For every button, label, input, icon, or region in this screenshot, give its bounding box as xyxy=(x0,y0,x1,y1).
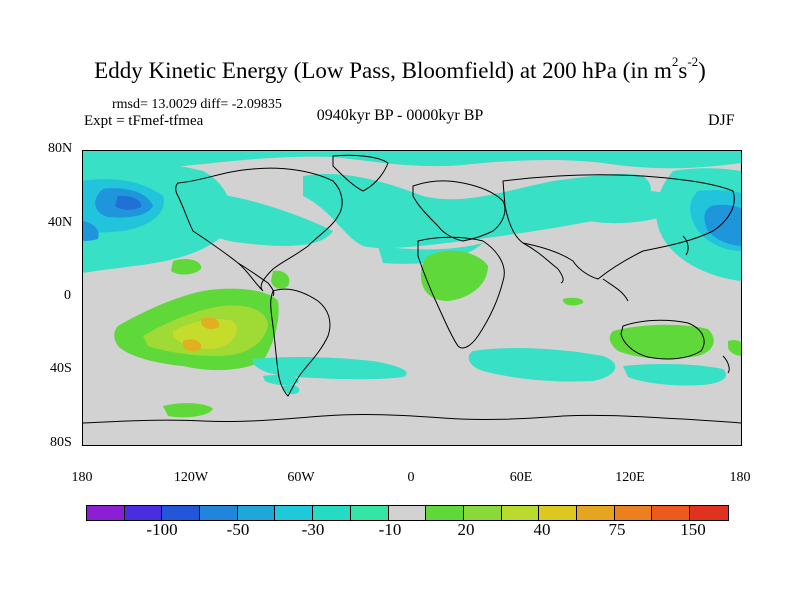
lat-label-40s: 40S xyxy=(50,361,72,376)
lat-label-80s: 80S xyxy=(50,435,72,450)
lon-label-120e: 120E xyxy=(615,470,645,485)
colorbar-label: -30 xyxy=(301,520,325,539)
africa-coast xyxy=(417,236,505,349)
nh-north-strip xyxy=(83,151,741,170)
colorbar-label: -100 xyxy=(146,520,178,539)
south-america-coast xyxy=(270,288,331,397)
colorbar-swatch xyxy=(87,506,125,520)
lon-label-120w: 120W xyxy=(173,470,209,485)
map-panel xyxy=(82,150,742,446)
nh-band-central xyxy=(183,191,333,246)
australia-coast xyxy=(620,319,705,360)
colorbar-label: 75 xyxy=(608,520,626,539)
sa-cyan-south xyxy=(252,356,407,380)
colorbar-swatch xyxy=(350,506,389,520)
coastlines xyxy=(83,154,741,424)
colorbar-swatch xyxy=(124,506,163,520)
lat-label-eq: 0 xyxy=(64,288,71,303)
contour-cyan-light-south xyxy=(252,348,727,395)
colorbar-label: -10 xyxy=(378,520,402,539)
nh-west-atlantic-tail xyxy=(378,243,483,264)
new-zealand-coast xyxy=(722,355,730,374)
lon-label-0: 0 xyxy=(407,470,415,485)
contour-blue-dark xyxy=(115,195,142,210)
colorbar-swatch xyxy=(463,506,502,520)
colorbar-label: 150 xyxy=(680,520,706,539)
colorbar-swatch xyxy=(614,506,653,520)
australia-cyan-south xyxy=(623,364,727,386)
colorbar-swatch xyxy=(313,506,351,520)
europe-coast xyxy=(412,180,506,242)
nh-blue-east xyxy=(704,204,741,246)
period-label: 0940kyr BP - 0000kyr BP xyxy=(316,107,484,124)
australia-green xyxy=(609,324,714,359)
colorbar-label: 20 xyxy=(457,520,475,539)
antarctica-coast xyxy=(83,414,741,424)
lon-label-180w: 180 xyxy=(71,470,93,485)
sa-orange-1 xyxy=(201,317,220,330)
stats-label: rmsd= 13.0029 diff= -2.09835 xyxy=(112,97,282,112)
japan-coast xyxy=(682,235,689,256)
colorbar-swatch xyxy=(652,506,690,520)
indian-green-small xyxy=(563,297,584,306)
sa-green-patch xyxy=(271,270,290,289)
lon-label-180e: 180 xyxy=(729,470,751,485)
plot-title: Eddy Kinetic Energy (Low Pass, Bloomfiel… xyxy=(94,54,706,83)
colorbar-swatch xyxy=(426,506,464,520)
colorbar-swatch xyxy=(539,506,577,520)
colorbar-swatch xyxy=(275,506,314,520)
colorbar-swatch xyxy=(690,506,728,520)
south-pacific-green xyxy=(163,403,213,418)
colorbar-label: 40 xyxy=(533,520,551,539)
north-america-coast xyxy=(175,167,343,292)
contour-orange xyxy=(183,317,220,352)
nh-blue-edge-west xyxy=(83,221,99,241)
indian-cyan-south xyxy=(468,348,616,382)
colorbar-swatch xyxy=(237,506,276,520)
colorbar-swatch xyxy=(388,506,427,520)
nh-mid-pacific-strip xyxy=(553,188,679,224)
arabia-india-coast xyxy=(522,242,564,284)
nh-darkblue-west xyxy=(115,195,142,210)
lat-label-40n: 40N xyxy=(48,215,73,230)
pacific-green-small xyxy=(171,258,202,275)
colorbar-swatch xyxy=(200,506,238,520)
central-america-coast xyxy=(237,262,275,297)
colorbar-swatch xyxy=(576,506,615,520)
greenland-coast xyxy=(332,154,389,192)
sa-orange-2 xyxy=(183,339,202,352)
experiment-label: Expt = tFmef-tfmea xyxy=(84,113,204,129)
season-label: DJF xyxy=(708,112,735,129)
colorbar-label: -50 xyxy=(226,520,250,539)
asia-coast xyxy=(502,174,735,280)
africa-green xyxy=(421,250,488,301)
colorbar-swatch xyxy=(162,506,201,520)
atlantic-cyan-south xyxy=(263,374,299,386)
lat-label-80n: 80N xyxy=(48,141,73,156)
south-edge-green xyxy=(728,340,741,356)
southeast-asia-coast xyxy=(602,278,629,302)
lon-label-60w: 60W xyxy=(287,470,315,485)
lon-label-60e: 60E xyxy=(509,470,533,485)
colorbar-swatch xyxy=(501,506,540,520)
colorbar xyxy=(86,505,729,521)
eke-map xyxy=(83,151,741,445)
